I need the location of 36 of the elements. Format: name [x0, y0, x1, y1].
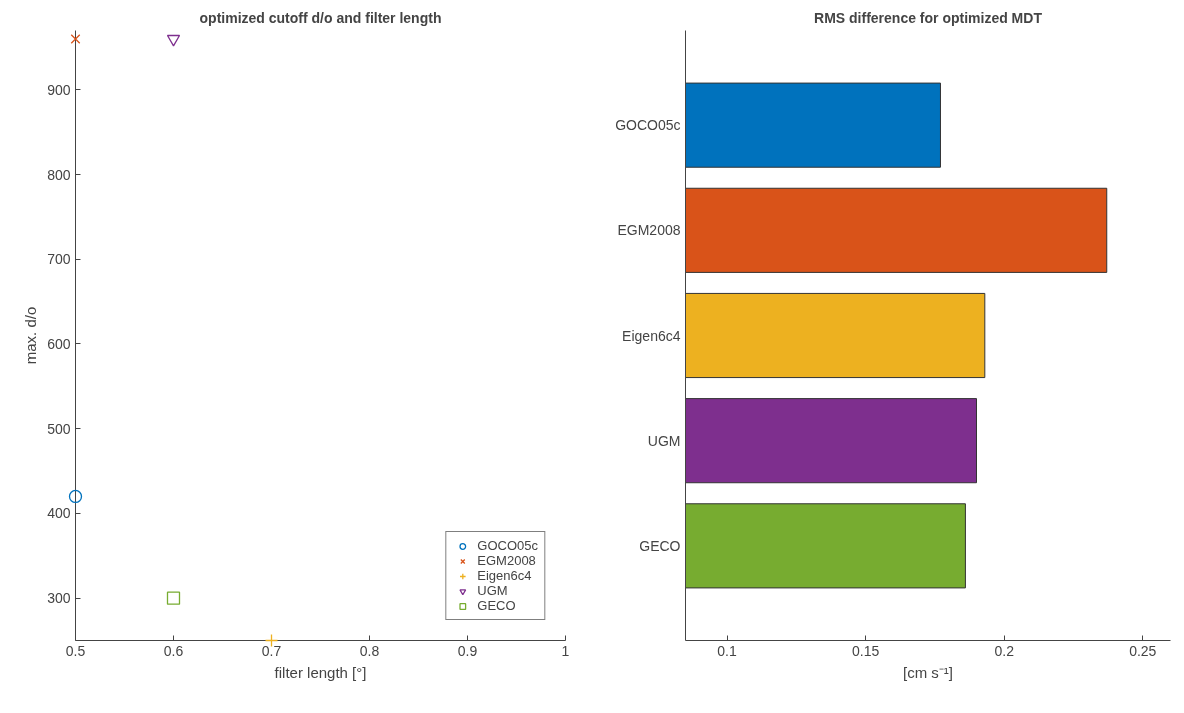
x-axis-title: [cm s⁻¹]: [903, 663, 953, 681]
y-tick-label: GECO: [639, 537, 681, 554]
y-tick-label: 900: [47, 81, 71, 98]
y-tick-label: UGM: [647, 432, 681, 449]
x-tick-label: 0.2: [994, 642, 1015, 659]
x-tick-label: 0.1: [717, 642, 738, 659]
point: [166, 591, 181, 605]
legend-label: UGM: [477, 583, 508, 598]
point: [68, 489, 83, 504]
y-tick-label: 300: [47, 590, 71, 607]
x-tick-label: 0.25: [1129, 642, 1157, 659]
chart-title: RMS difference for optimized MDT: [814, 9, 1043, 26]
y-tick-label: EGM2008: [617, 222, 681, 239]
y-tick-label: 800: [47, 166, 71, 183]
point: [166, 34, 181, 47]
y-tick-label: GOCO05c: [615, 117, 681, 134]
legend-label: EGM2008: [477, 553, 536, 568]
x-tick-label: 1: [561, 642, 570, 659]
x-tick-label: 0.8: [359, 642, 380, 659]
chart-title: optimized cutoff d/o and filter length: [199, 9, 442, 26]
legend-label: Eigen6c4: [477, 568, 532, 583]
y-axis-title: max. d/o: [22, 306, 40, 365]
x-tick-label: 0.9: [457, 642, 478, 659]
y-tick-label: 500: [47, 420, 71, 437]
x-tick-label: 0.7: [261, 642, 282, 659]
legend-label: GOCO05c: [477, 538, 538, 553]
legend-label: GECO: [477, 598, 516, 613]
y-tick-label: 700: [47, 251, 71, 268]
x-tick-label: 0.15: [852, 642, 880, 659]
point: [70, 34, 81, 44]
y-tick-label: 400: [47, 505, 71, 522]
x-tick-label: 0.6: [163, 642, 184, 659]
y-tick-label: Eigen6c4: [622, 327, 681, 344]
x-axis-title: filter length [°]: [274, 663, 367, 681]
x-tick-label: 0.5: [65, 642, 86, 659]
y-tick-label: 600: [47, 335, 71, 352]
